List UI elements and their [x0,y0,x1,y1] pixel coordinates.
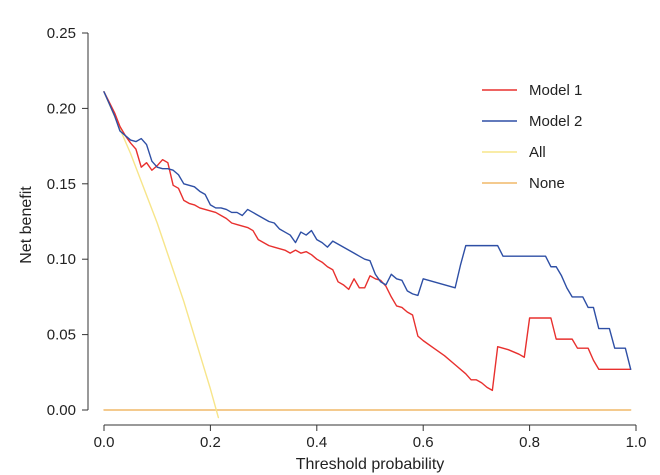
legend-label: Model 1 [529,82,582,99]
x-tick-label: 0.6 [413,434,434,451]
axes: 0.00 0.05 0.10 0.15 0.20 0.25 0.0 0.2 0.4 0.6 0.8 1… [47,25,647,451]
y-tick-label: 0.05 [47,327,76,344]
y-tick-label: 0.25 [47,25,76,42]
series-line-model-2 [103,91,632,370]
series-layer [103,91,632,419]
y-tick-label: 0.15 [47,176,76,193]
series-line-model-1 [103,91,632,392]
legend: Model 1 Model 2 All None [482,82,582,192]
y-tick-label: 0.10 [47,251,76,268]
x-tick-label: 0.4 [306,434,327,451]
x-tick-label: 1.0 [626,434,647,451]
y-tick-label: 0.20 [47,100,76,117]
legend-label: All [529,144,546,161]
y-axis-label: Net benefit [18,186,35,264]
legend-label: Model 2 [529,113,582,130]
x-axis-label: Threshold probability [296,456,445,473]
x-tick-label: 0.8 [519,434,540,451]
legend-label: None [529,175,565,192]
series-line-all [103,91,220,419]
y-tick-label: 0.00 [47,402,76,419]
x-tick-label: 0.2 [200,434,221,451]
x-tick-label: 0.0 [94,434,115,451]
